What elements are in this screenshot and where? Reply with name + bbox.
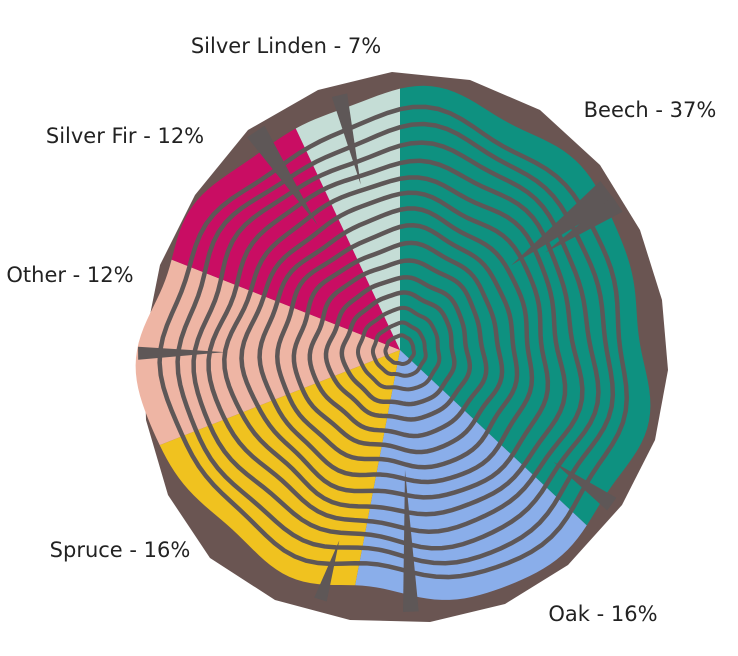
tree-rings bbox=[157, 104, 630, 580]
tree-ring bbox=[175, 121, 616, 566]
tree-ring bbox=[275, 222, 520, 470]
tree-ring bbox=[355, 305, 442, 392]
tree-ring bbox=[307, 258, 489, 439]
slice-label-spruce: Spruce - 16% bbox=[50, 538, 191, 562]
wood-crack bbox=[331, 93, 361, 185]
tree-ring bbox=[222, 175, 568, 517]
tree-ring bbox=[291, 240, 505, 455]
slice-label-silver-fir: Silver Fir - 12% bbox=[46, 124, 204, 148]
wood-crack bbox=[314, 540, 340, 602]
tree-ring bbox=[370, 320, 428, 378]
slice-label-beech: Beech - 37% bbox=[584, 98, 717, 122]
tree-ring bbox=[257, 206, 535, 485]
tree-ring bbox=[339, 290, 457, 407]
tree-ring bbox=[383, 333, 416, 366]
slice-label-other: Other - 12% bbox=[6, 263, 133, 287]
pie-slice-silver-fir bbox=[171, 128, 400, 350]
slice-label-oak: Oak - 16% bbox=[548, 602, 657, 626]
tree-ring bbox=[191, 140, 601, 551]
pie-slice-oak bbox=[355, 350, 587, 600]
wood-crack bbox=[138, 346, 226, 360]
wood-crack bbox=[511, 181, 617, 266]
tree-ring bbox=[206, 158, 585, 534]
tree-ring bbox=[323, 275, 473, 422]
wood-crack bbox=[247, 125, 318, 225]
tree-ring bbox=[239, 190, 551, 500]
wood-cracks bbox=[138, 93, 623, 612]
tree-ring bbox=[157, 104, 630, 580]
wood-crack bbox=[403, 469, 419, 612]
slice-label-silver-linden: Silver Linden - 7% bbox=[191, 34, 381, 58]
wood-crack bbox=[545, 196, 623, 253]
wood-crack bbox=[553, 461, 617, 511]
